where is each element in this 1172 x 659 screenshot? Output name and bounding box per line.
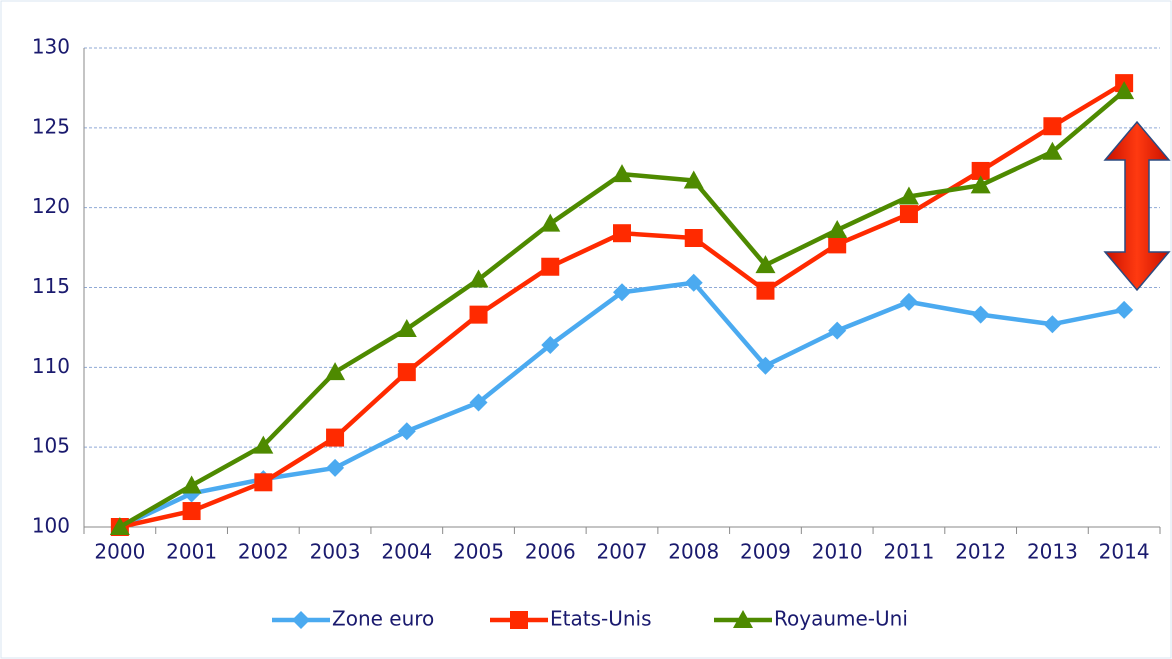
marker: [253, 435, 274, 454]
marker: [970, 175, 991, 194]
marker: [326, 458, 345, 477]
marker: [396, 319, 417, 338]
x-tick-label: 2011: [883, 540, 934, 564]
y-tick-label: 130: [32, 35, 70, 59]
marker: [541, 335, 560, 354]
legend-label: Zone euro: [332, 607, 434, 631]
y-tick-label: 115: [32, 274, 70, 298]
marker: [469, 393, 488, 412]
marker: [469, 305, 488, 324]
marker: [612, 164, 632, 183]
marker: [541, 257, 560, 276]
x-tick-label: 2012: [955, 540, 1006, 564]
marker: [684, 229, 703, 248]
marker: [827, 220, 848, 239]
y-tick-label: 120: [32, 194, 70, 218]
y-tick-label: 100: [32, 514, 70, 538]
marker: [899, 205, 918, 224]
x-tick-label: 2003: [310, 540, 361, 564]
marker: [397, 363, 416, 382]
marker: [1114, 81, 1135, 100]
marker: [828, 321, 847, 340]
marker: [899, 292, 918, 311]
marker: [326, 428, 345, 447]
x-tick-label: 2006: [525, 540, 576, 564]
x-tick-label: 2010: [812, 540, 863, 564]
x-tick-label: 2013: [1027, 540, 1078, 564]
marker: [756, 356, 775, 375]
marker: [254, 473, 273, 492]
marker: [1042, 141, 1063, 160]
marker: [510, 611, 528, 629]
marker: [1043, 315, 1062, 334]
marker: [182, 502, 201, 521]
legend-label: Etats-Unis: [550, 607, 652, 631]
marker: [613, 224, 631, 243]
x-tick-label: 2000: [94, 540, 145, 564]
marker: [683, 170, 704, 189]
marker: [181, 475, 202, 494]
x-tick-label: 2004: [381, 540, 432, 564]
x-tick-label: 2002: [238, 540, 289, 564]
marker: [292, 611, 310, 629]
marker: [755, 255, 776, 274]
marker: [733, 610, 753, 628]
plot-area: 100 105 110 115 120 125 130 2000 2001 2002 2003 200…: [32, 35, 1161, 631]
marker: [828, 235, 847, 254]
x-tick-label: 2009: [740, 540, 791, 564]
y-tick-label: 125: [32, 114, 70, 138]
marker: [971, 305, 990, 324]
marker: [325, 362, 346, 381]
marker: [1115, 300, 1134, 319]
y-tick-label: 110: [32, 354, 70, 378]
marker: [540, 213, 561, 232]
marker: [756, 281, 775, 300]
marker: [613, 283, 631, 302]
marker: [1043, 117, 1062, 136]
y-tick-label: 105: [32, 434, 70, 458]
marker: [397, 422, 416, 441]
marker: [898, 186, 919, 205]
gap-arrow: [1103, 120, 1171, 292]
marker: [971, 161, 990, 180]
x-tick-label: 2001: [166, 540, 217, 564]
marker: [109, 517, 130, 535]
x-tick-label: 2005: [453, 540, 504, 564]
marker: [684, 273, 703, 292]
x-tick-label: 2014: [1099, 540, 1150, 564]
x-tick-label: 2007: [597, 540, 648, 564]
x-tick-label: 2008: [668, 540, 719, 564]
marker: [468, 269, 489, 288]
legend-label: Royaume-Uni: [774, 607, 908, 631]
